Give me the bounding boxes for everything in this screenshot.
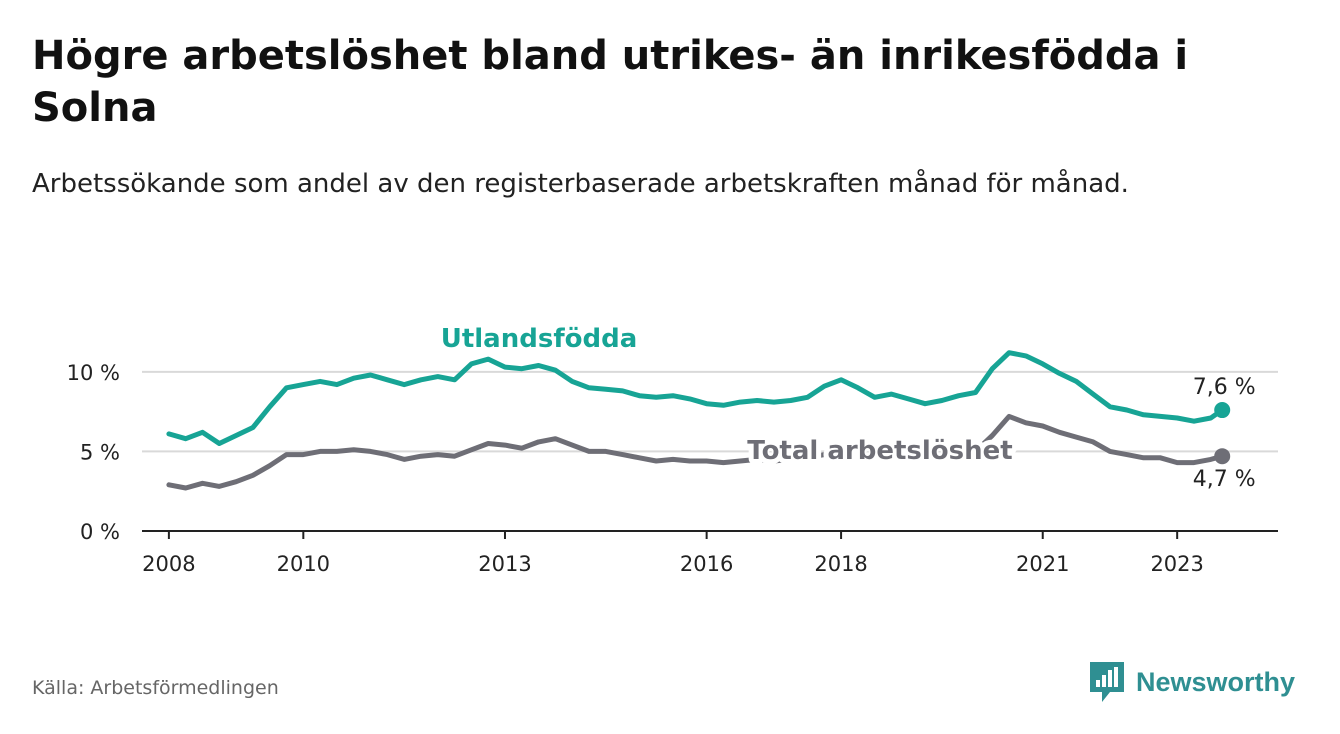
chart-title: Högre arbetslöshet bland utrikes- än inr…: [32, 33, 1189, 131]
end-value-label: 7,6 %: [1193, 375, 1256, 400]
x-tick-label: 2008: [142, 552, 195, 576]
series-line-total: [166, 413, 1225, 491]
source-note: Källa: Arbetsförmedlingen: [32, 677, 279, 699]
label-layer: 7,6 % 4,7 % Utlandsfödda Total arbetslöshet: [436, 319, 1256, 492]
series-name-label: Utlandsfödda: [441, 324, 638, 354]
x-tick-label: 2010: [277, 552, 330, 576]
series-layer: [166, 350, 1231, 491]
y-tick-label: 10 %: [67, 361, 120, 385]
series-name-label: Total arbetslöshet: [747, 436, 1012, 466]
line-chart: 0 % 5 % 10 % 2008 2010 2013 2016 2018 2021 2023 7…: [67, 319, 1278, 576]
chart-subtitle: Arbetssökande som andel av den registerb…: [32, 169, 1129, 199]
x-tick-label: 2018: [814, 552, 867, 576]
y-tick-label: 0 %: [80, 520, 120, 544]
x-tick-label: 2016: [680, 552, 733, 576]
x-tick-label: 2021: [1016, 552, 1069, 576]
x-tick-label: 2023: [1150, 552, 1203, 576]
x-tick-label: 2013: [478, 552, 531, 576]
brand-logo[interactable]: Newsworthy: [1088, 660, 1295, 704]
end-value-label: 4,7 %: [1193, 467, 1256, 492]
newsworthy-logo-icon: [1090, 662, 1124, 702]
series-end-marker: [1214, 448, 1231, 465]
series-end-marker: [1214, 402, 1231, 419]
series-line-utlandsfodda: [166, 350, 1225, 446]
axis-layer: 0 % 5 % 10 % 2008 2010 2013 2016 2018 2021 2023: [67, 361, 1278, 576]
brand-name: Newsworthy: [1136, 666, 1296, 697]
y-tick-label: 5 %: [80, 440, 120, 464]
